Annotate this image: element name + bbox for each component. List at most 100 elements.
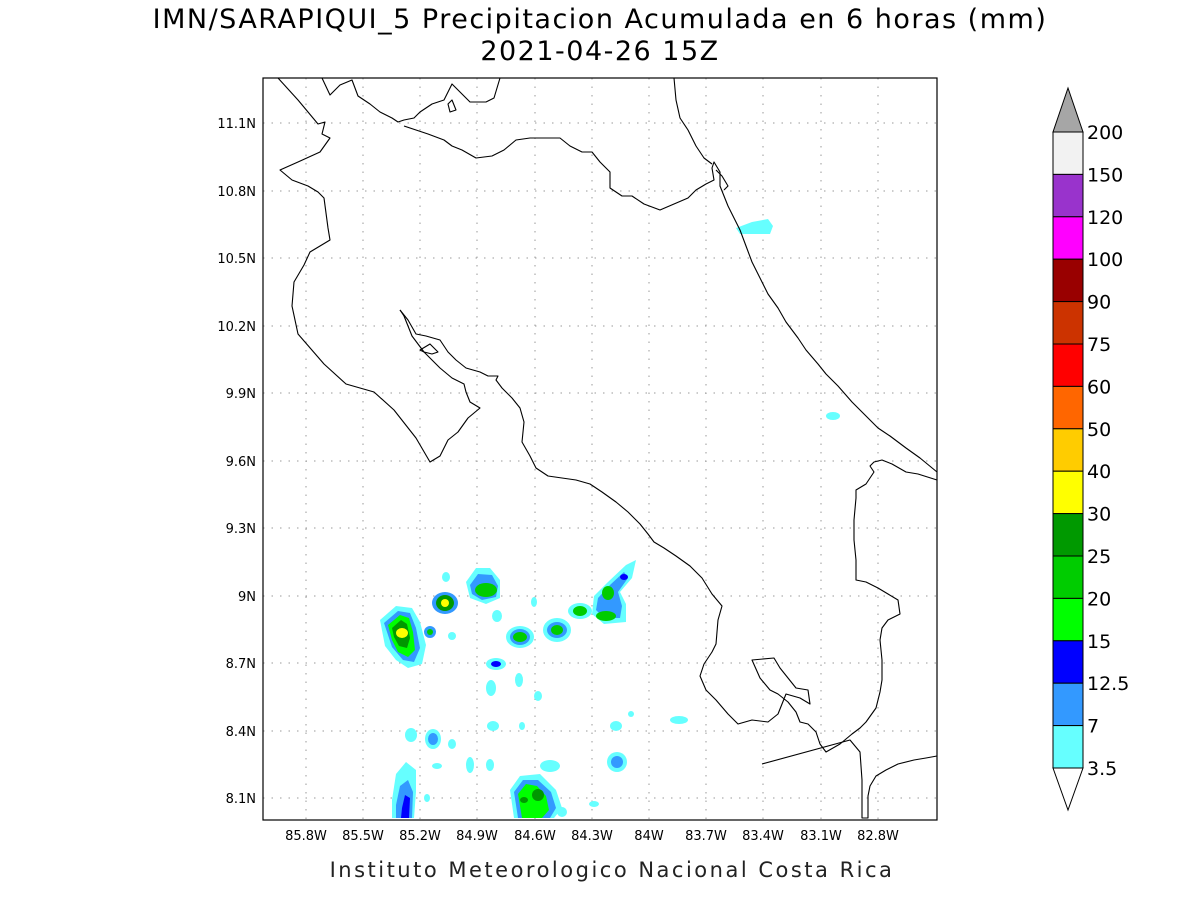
precip-cell [487, 721, 499, 731]
lat-label: 11.1N [217, 117, 256, 132]
lat-label: 8.4N [226, 725, 256, 740]
precip-cell [492, 610, 502, 622]
colorbar-swatch [1052, 682, 1084, 727]
institution-footer: Instituto Meteorologico Nacional Costa R… [330, 858, 895, 882]
lat-label: 9.6N [226, 455, 256, 470]
lat-label: 10.2N [217, 320, 256, 335]
precip-cell [551, 625, 563, 635]
precip-cell [448, 632, 456, 640]
precip-cell [610, 721, 622, 731]
colorbar-swatch [1052, 301, 1084, 345]
precip-cell [611, 756, 623, 768]
lat-axis: 11.1N 10.8N 10.5N 10.2N 9.9N 9.6N 9.3N 9… [217, 117, 256, 807]
precip-cell [515, 673, 523, 687]
precip-cell [596, 611, 616, 621]
colorbar-bottom-arrow [1052, 767, 1084, 812]
lat-label: 9.3N [226, 522, 256, 537]
colorbar-label: 150 [1087, 164, 1123, 186]
colorbar-swatch [1052, 131, 1084, 175]
colorbar-swatch [1052, 513, 1084, 557]
lon-label: 84W [634, 829, 664, 844]
precip-cell [532, 789, 544, 801]
precip-cell [428, 733, 438, 745]
precip-cell [486, 680, 496, 696]
precip-cell [826, 412, 840, 420]
precip-cell [401, 795, 410, 818]
colorbar-label: 50 [1087, 419, 1111, 441]
lat-label: 9N [238, 590, 256, 605]
precip-cell [573, 606, 587, 616]
colorbar-top-arrow [1052, 86, 1084, 133]
precip-cell [620, 574, 628, 580]
precip-cell [441, 599, 449, 607]
colorbar-swatch [1052, 216, 1084, 260]
grid-lines [263, 78, 937, 820]
map-frame [262, 77, 938, 821]
colorbar-swatches [1052, 131, 1084, 769]
precip-cell [670, 716, 688, 724]
colorbar: 200 150 120 100 90 75 60 50 40 30 25 20 15 12.5 7 3.5 [1052, 86, 1129, 812]
colorbar-swatch [1052, 597, 1084, 642]
precip-cell [531, 597, 537, 607]
precip-cell [520, 797, 528, 803]
precip-cell [513, 632, 527, 642]
precip-cell [442, 572, 450, 582]
precip-cell [396, 628, 408, 638]
colorbar-label: 120 [1087, 207, 1123, 229]
precip-cell [519, 722, 525, 730]
colorbar-label: 20 [1087, 588, 1111, 610]
colorbar-label: 40 [1087, 461, 1111, 483]
precip-cell [405, 728, 417, 742]
lon-label: 83.4W [742, 829, 784, 844]
precip-cell [466, 757, 474, 773]
map-panel: 11.1N 10.8N 10.5N 10.2N 9.9N 9.6N 9.3N 9… [217, 77, 938, 844]
colorbar-label: 75 [1087, 334, 1111, 356]
colorbar-swatch [1052, 640, 1084, 684]
precip-cell [602, 586, 614, 600]
colorbar-label: 60 [1087, 376, 1111, 398]
colorbar-swatch [1052, 428, 1084, 472]
lat-label: 9.9N [226, 387, 256, 402]
precip-cell [557, 807, 567, 817]
colorbar-swatch [1052, 725, 1084, 769]
precip-cell [432, 763, 442, 769]
lat-label: 10.5N [217, 252, 256, 267]
colorbar-label: 15 [1087, 631, 1111, 653]
lon-label: 85.5W [342, 829, 384, 844]
lon-label: 85.8W [285, 829, 327, 844]
lon-label: 83.1W [800, 829, 842, 844]
colorbar-label: 90 [1087, 292, 1111, 314]
colorbar-labels: 200 150 120 100 90 75 60 50 40 30 25 20 15 12.5 7 3.5 [1087, 122, 1129, 780]
precip-cell [589, 801, 599, 807]
lon-label: 84.9W [456, 829, 498, 844]
lon-axis: 85.8W 85.5W 85.2W 84.9W 84.6W 84.3W 84W … [285, 829, 899, 844]
map-title: IMN/SARAPIQUI_5 Precipitacion Acumulada … [153, 4, 1048, 35]
colorbar-swatch [1052, 555, 1084, 599]
lon-label: 84.3W [571, 829, 613, 844]
lat-label: 10.8N [217, 185, 256, 200]
precipitation-field [380, 219, 840, 818]
lat-label: 8.1N [226, 792, 256, 807]
lon-label: 82.8W [857, 829, 899, 844]
precip-cell [736, 219, 773, 234]
precip-cell [491, 661, 501, 667]
precip-cell [475, 583, 497, 597]
colorbar-label: 200 [1087, 122, 1123, 144]
precip-cell [427, 629, 433, 635]
precip-cell [628, 711, 634, 717]
colorbar-swatch [1052, 258, 1084, 303]
colorbar-label: 3.5 [1087, 758, 1117, 780]
colorbar-label: 25 [1087, 546, 1111, 568]
map-subtitle: 2021-04-26 15Z [480, 36, 719, 67]
colorbar-swatch [1052, 343, 1084, 387]
precip-cell [424, 794, 430, 802]
precip-cell [534, 691, 542, 701]
colorbar-label: 12.5 [1087, 673, 1129, 695]
precip-cell [486, 759, 494, 771]
lon-label: 83.7W [685, 829, 727, 844]
colorbar-swatch [1052, 470, 1084, 515]
colorbar-label: 30 [1087, 504, 1111, 526]
lon-label: 84.6W [514, 829, 556, 844]
colorbar-swatch [1052, 385, 1084, 430]
